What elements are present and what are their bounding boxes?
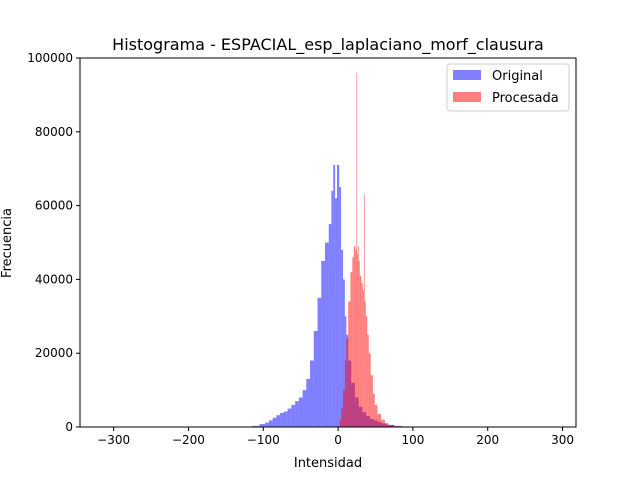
y-axis-label: Frecuencia	[0, 208, 15, 278]
histogram-bar	[259, 424, 266, 427]
y-tick-label: 0	[65, 420, 73, 434]
histogram-bar	[377, 414, 382, 427]
y-tick-label: 20000	[35, 346, 73, 360]
histogram-bar	[276, 415, 281, 427]
histogram-bar	[363, 194, 365, 427]
histogram-bar	[352, 257, 354, 427]
y-tick-label: 60000	[35, 199, 73, 213]
histogram-bar	[368, 353, 371, 427]
x-tick-label: 100	[401, 433, 424, 447]
histogram-bar	[367, 334, 369, 427]
histogram-bar	[358, 260, 360, 427]
histogram-bar	[302, 390, 307, 427]
histogram-bar	[333, 165, 336, 427]
histogram-bar	[268, 420, 273, 427]
histogram-bar	[356, 72, 358, 427]
histogram-bar	[388, 425, 395, 427]
legend-label-procesada: Procesada	[492, 91, 559, 106]
histogram-bar	[357, 246, 359, 427]
axes-frame	[79, 57, 577, 428]
y-tick-label: 40000	[35, 272, 73, 286]
histogram-bar	[350, 272, 353, 427]
series-procesada	[339, 72, 410, 427]
histogram-bar	[348, 301, 351, 427]
x-tick-label: 0	[334, 433, 342, 447]
histogram-bar	[335, 198, 337, 427]
histogram-bar	[317, 297, 322, 427]
histogram-bar	[328, 224, 332, 427]
legend-label-original: Original	[492, 69, 543, 84]
histogram-bar	[365, 316, 368, 427]
histogram-bar	[362, 290, 364, 427]
histogram-bar	[372, 393, 375, 427]
series-layer	[252, 72, 417, 427]
histogram-bar	[265, 422, 269, 427]
histogram-bar	[287, 408, 292, 427]
histogram-bar	[295, 401, 299, 427]
histogram-bar	[280, 412, 284, 427]
histogram-bar	[298, 397, 303, 427]
histogram-bar	[272, 417, 277, 427]
chart-title: Histograma - ESPACIAL_esp_laplaciano_mor…	[112, 35, 544, 55]
histogram-bar	[374, 404, 378, 427]
histogram-bar	[331, 190, 334, 427]
x-axis-ticks: −300 −200 −100 0 100 200 300	[97, 427, 574, 447]
histogram-bar	[313, 331, 318, 427]
x-tick-label: 300	[551, 433, 574, 447]
histogram-bar	[325, 242, 329, 427]
histogram-bar	[359, 275, 362, 427]
histogram-bar	[283, 411, 288, 427]
histogram-bar	[384, 423, 389, 427]
histogram-bar	[339, 187, 342, 427]
histogram-bar	[357, 253, 358, 427]
histogram-bar	[346, 338, 349, 427]
y-tick-label: 80000	[35, 125, 73, 139]
histogram-bar	[355, 249, 357, 427]
legend: Original Procesada	[446, 63, 570, 112]
legend-swatch-original	[453, 70, 481, 80]
histogram-bar	[353, 246, 356, 427]
histogram-bar	[381, 419, 385, 427]
x-tick-label: 200	[476, 433, 499, 447]
legend-swatch-procesada	[453, 92, 481, 102]
histogram-bar	[342, 279, 345, 427]
histogram-bar	[341, 408, 343, 427]
histogram-bar	[321, 260, 326, 427]
x-tick-label: −100	[247, 433, 280, 447]
histogram-bar	[361, 283, 363, 427]
y-axis-ticks: 0 20000 40000 60000 80000 100000	[27, 51, 80, 434]
histogram-bar	[306, 379, 311, 427]
histogram-bar	[342, 390, 345, 427]
histogram-bar	[336, 165, 340, 427]
histogram-bar	[252, 425, 260, 427]
histogram-bar	[341, 249, 343, 427]
histogram-bar	[370, 375, 373, 427]
y-tick-label: 100000	[27, 51, 73, 65]
x-tick-label: −200	[172, 433, 205, 447]
histogram-bar	[344, 360, 347, 427]
x-tick-label: −300	[97, 433, 130, 447]
histogram-bar	[291, 404, 296, 427]
histogram-bar	[310, 360, 314, 427]
histogram-bar	[339, 419, 342, 427]
series-original	[252, 165, 417, 427]
x-axis-label: Intensidad	[294, 456, 362, 471]
histogram-bar	[364, 301, 366, 427]
